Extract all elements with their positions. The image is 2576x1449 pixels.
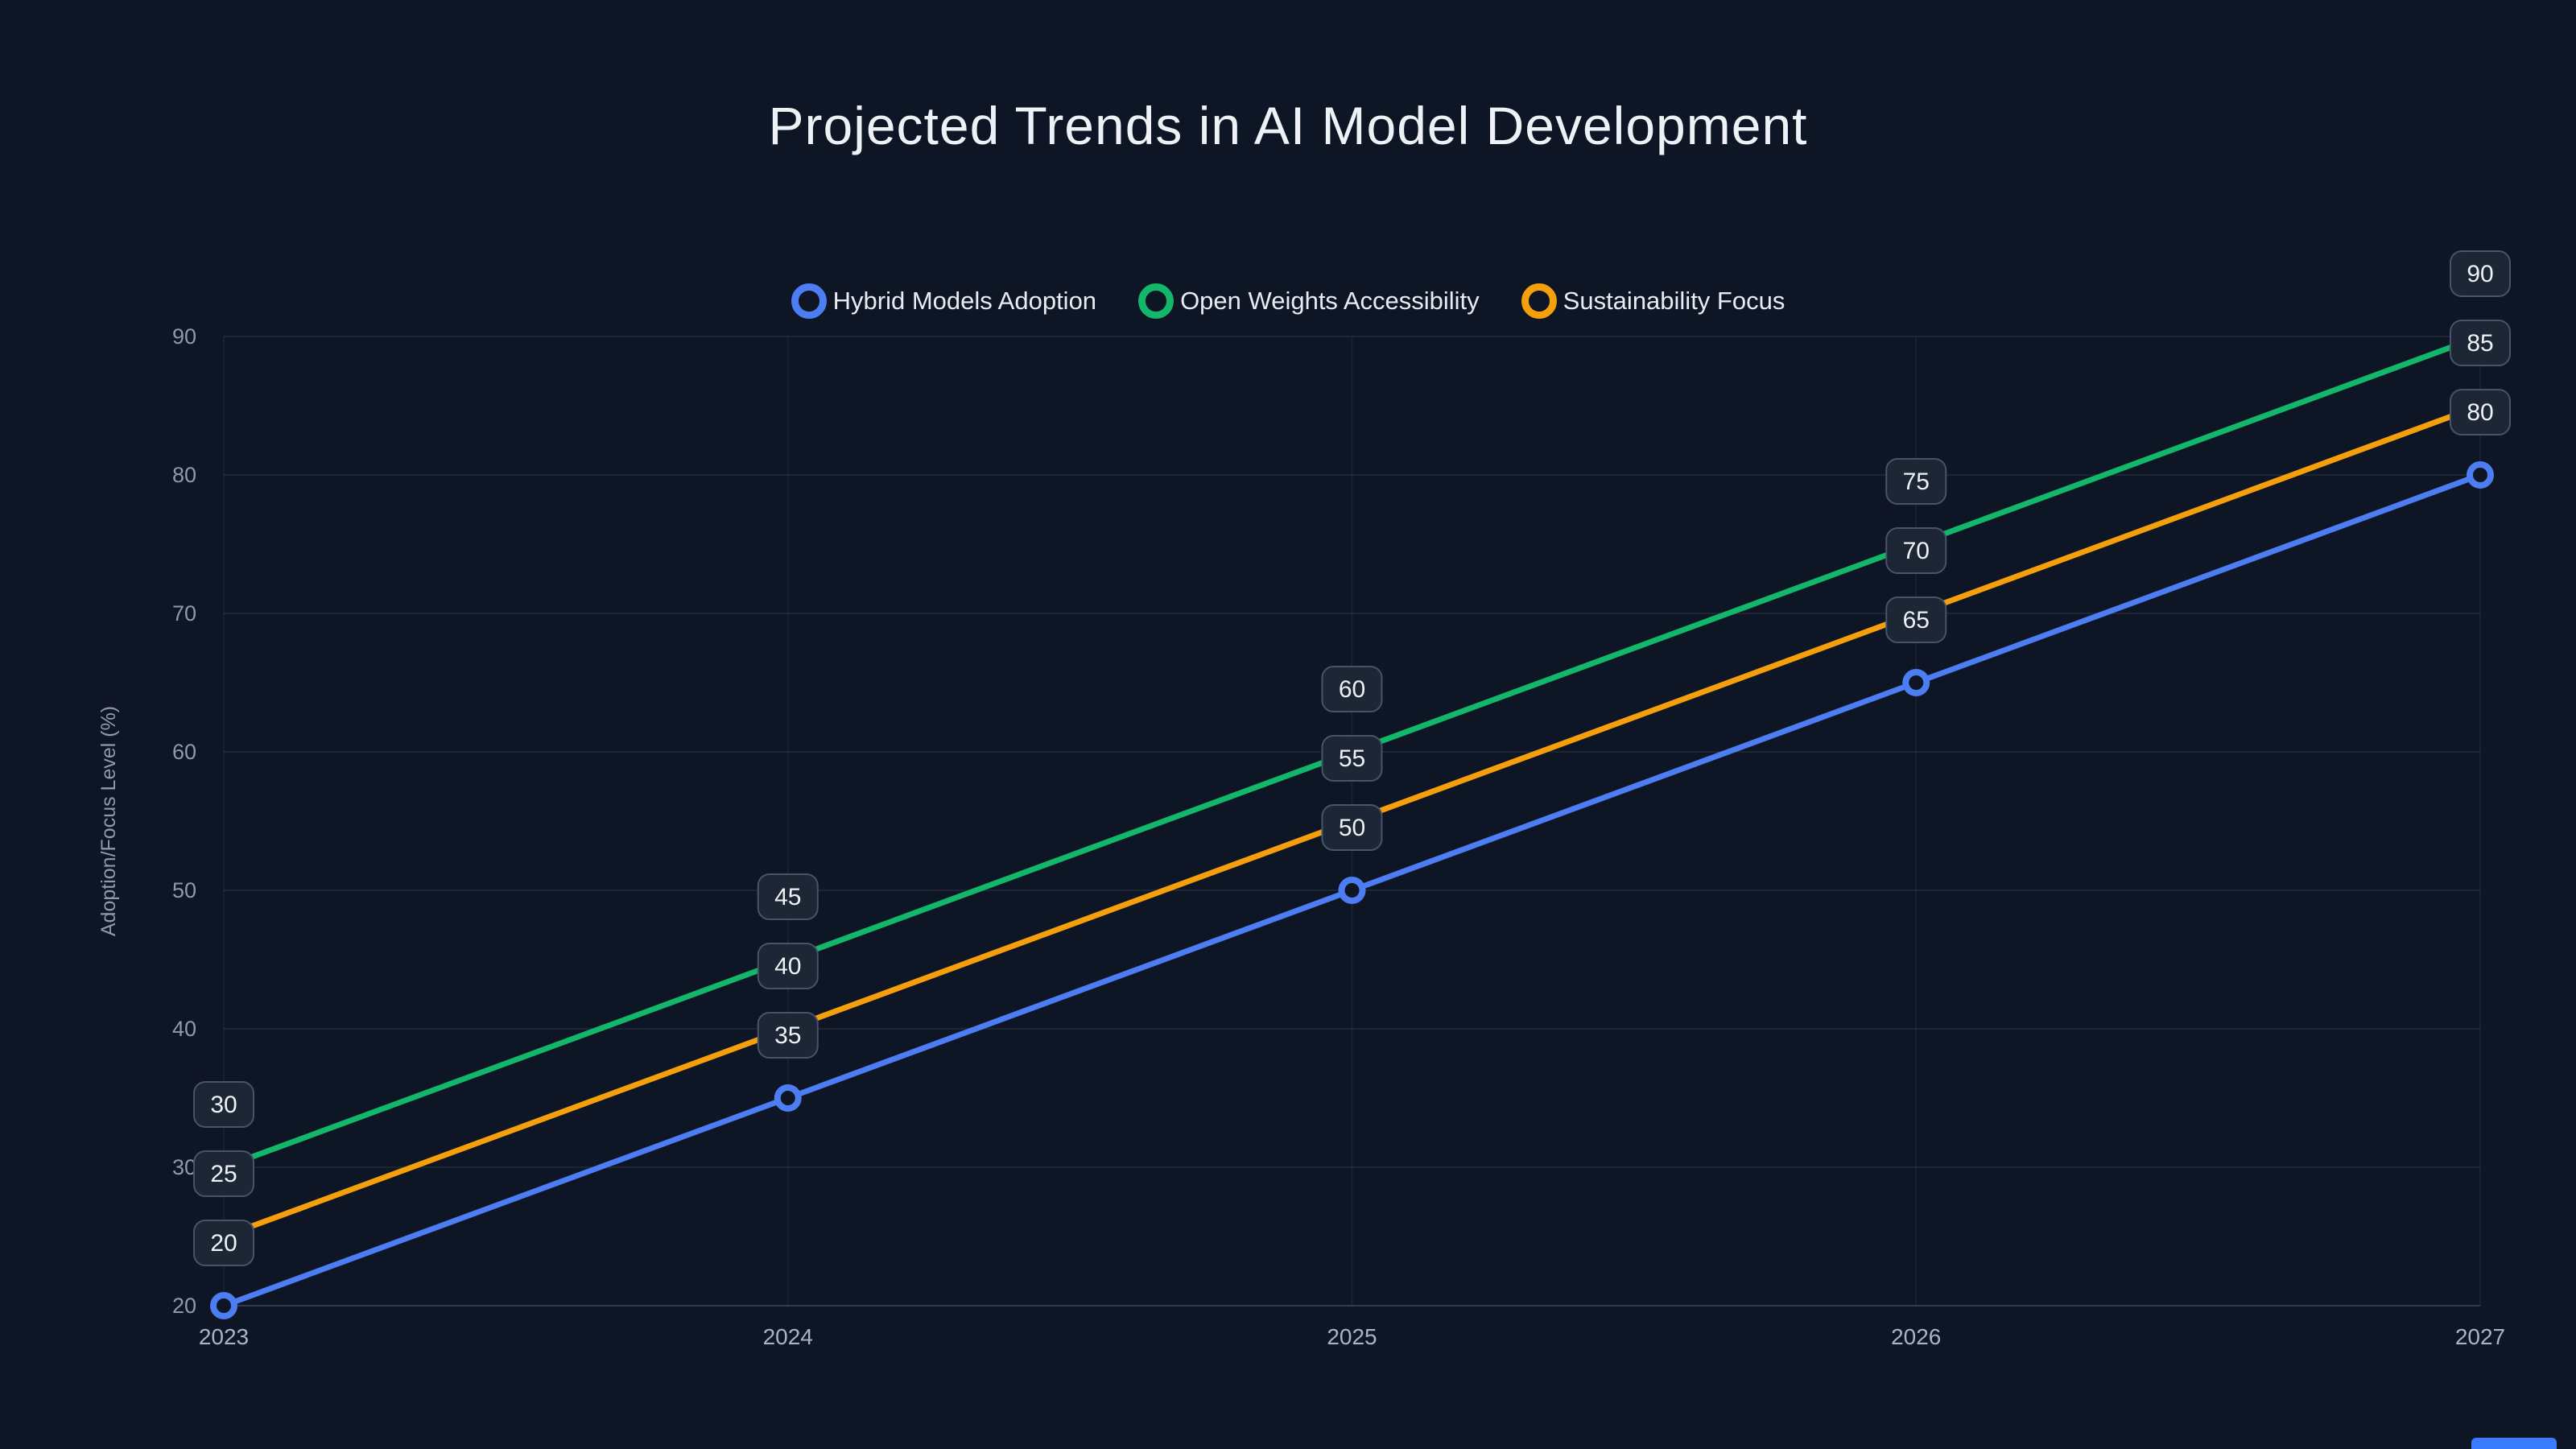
chart-title: Projected Trends in AI Model Development [768, 96, 1808, 155]
data-label: 65 [1903, 607, 1930, 634]
data-point-marker-hybrid-models-adoption[interactable] [2467, 461, 2494, 489]
data-label: 35 [774, 1022, 801, 1049]
y-tick-label: 50 [172, 878, 196, 902]
data-label: 40 [774, 953, 801, 980]
data-label-box [193, 1150, 254, 1197]
data-label-box [1321, 804, 1383, 851]
data-label-box [193, 1081, 254, 1128]
legend-item-hybrid-models-adoption[interactable]: Hybrid Models Adoption [791, 283, 1096, 319]
data-label-box [1885, 527, 1947, 574]
data-label: 80 [2467, 399, 2493, 426]
data-point-marker-hybrid-models-adoption[interactable] [1338, 877, 1366, 904]
legend-label: Open Weights Accessibility [1180, 287, 1480, 315]
data-label-box [1885, 597, 1947, 643]
data-label: 70 [1903, 538, 1930, 564]
y-tick-label: 40 [172, 1017, 196, 1041]
x-tick-label: 2026 [1891, 1324, 1941, 1349]
legend-label: Sustainability Focus [1563, 287, 1785, 315]
data-label-box [757, 1012, 819, 1059]
data-point-marker-hybrid-models-adoption[interactable] [774, 1084, 802, 1112]
x-tick-label: 2024 [763, 1324, 813, 1349]
bottom-right-accent-bar [2471, 1438, 2557, 1449]
data-label: 50 [1339, 815, 1365, 841]
legend-item-open-weights-accessibility[interactable]: Open Weights Accessibility [1138, 283, 1480, 319]
data-label: 90 [2467, 261, 2493, 287]
data-point-marker-hybrid-models-adoption[interactable] [1902, 669, 1930, 696]
y-tick-label: 30 [172, 1155, 196, 1179]
y-tick-label: 80 [172, 463, 196, 487]
data-label: 75 [1903, 469, 1930, 495]
data-label-box [2450, 389, 2511, 436]
data-label: 55 [1339, 745, 1365, 772]
legend-label: Hybrid Models Adoption [832, 287, 1097, 315]
y-tick-label: 70 [172, 601, 196, 625]
data-label-box [1321, 666, 1383, 712]
data-label: 25 [210, 1161, 237, 1187]
x-tick-label: 2023 [199, 1324, 249, 1349]
data-label-box [2450, 250, 2511, 297]
legend-circle-icon [1138, 283, 1174, 319]
data-label: 30 [210, 1092, 237, 1118]
x-tick-label: 2025 [1327, 1324, 1377, 1349]
data-label: 45 [774, 884, 801, 910]
legend: Hybrid Models Adoption Open Weights Acces… [0, 283, 2576, 319]
data-label-box [757, 943, 819, 989]
y-axis-title: Adoption/Focus Level (%) [97, 706, 120, 936]
legend-item-sustainability-focus[interactable]: Sustainability Focus [1521, 283, 1785, 319]
legend-circle-icon [1521, 283, 1557, 319]
legend-circle-icon [791, 283, 827, 319]
data-label: 60 [1339, 676, 1365, 703]
data-label-box [2450, 320, 2511, 366]
data-label-box [1321, 735, 1383, 782]
data-label-box [757, 873, 819, 920]
data-label: 20 [210, 1230, 237, 1257]
x-tick-label: 2027 [2455, 1324, 2505, 1349]
data-point-marker-hybrid-models-adoption[interactable] [210, 1292, 237, 1319]
data-label-box [193, 1220, 254, 1266]
y-tick-label: 90 [172, 324, 196, 349]
y-tick-label: 60 [172, 740, 196, 764]
y-tick-label: 20 [172, 1294, 196, 1318]
data-label-box [1885, 458, 1947, 505]
data-label: 85 [2467, 330, 2493, 357]
